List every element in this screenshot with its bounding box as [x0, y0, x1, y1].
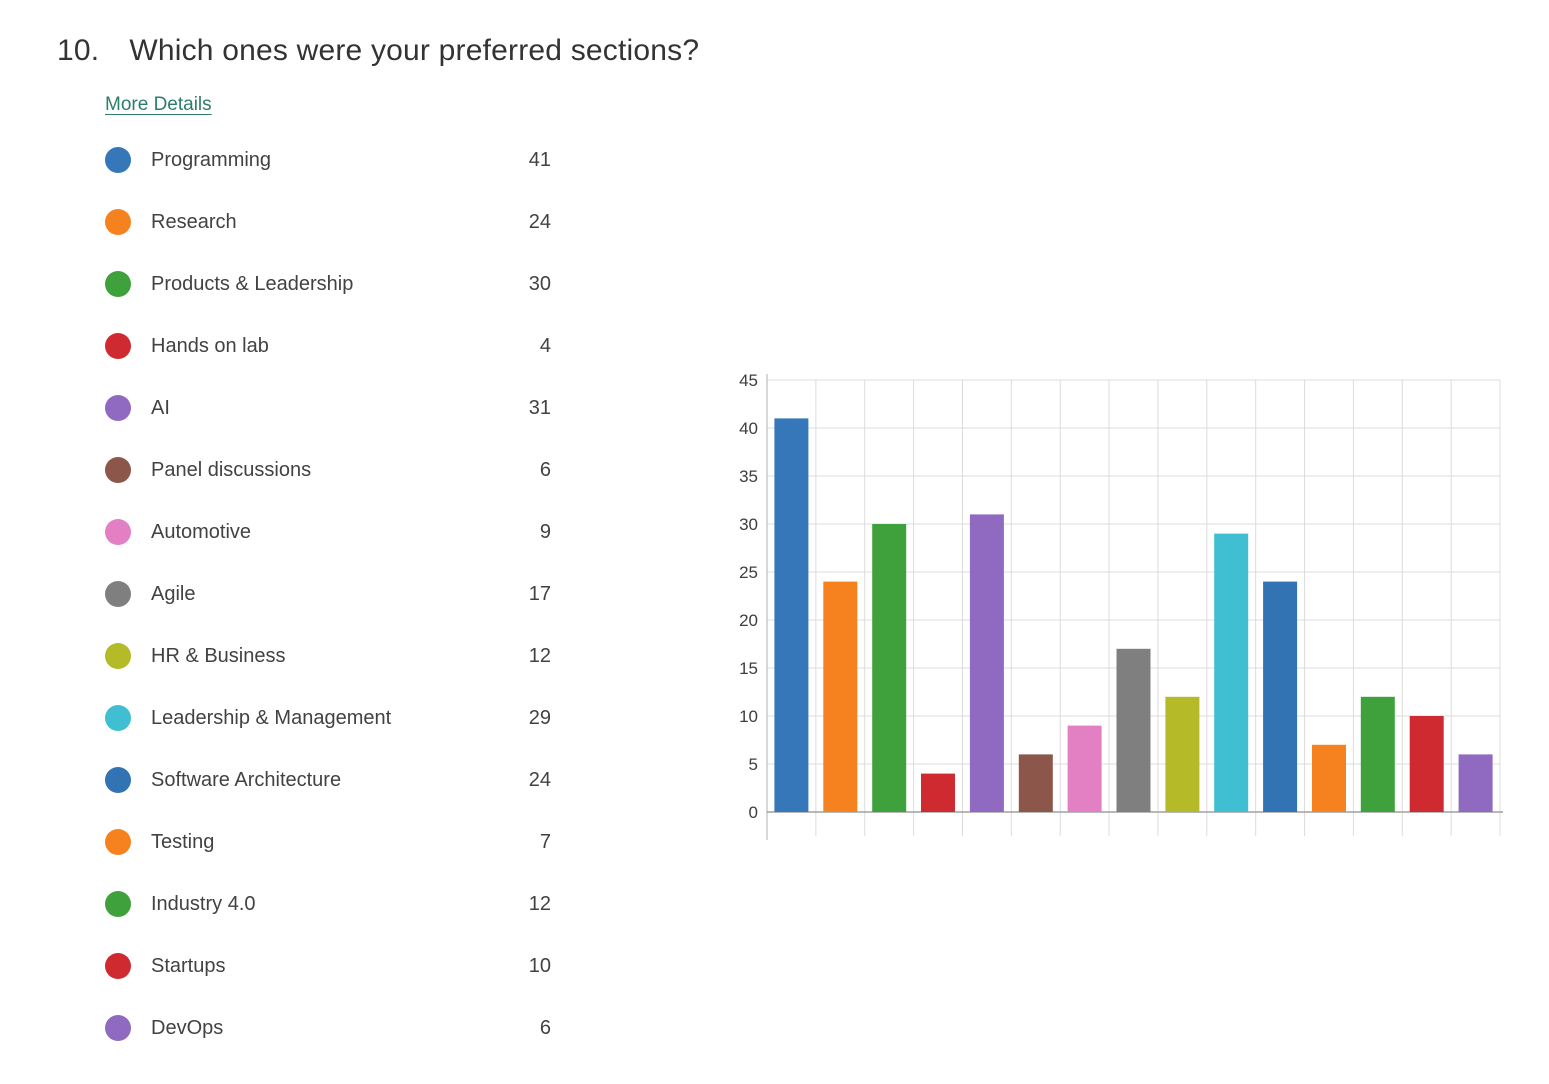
- legend-row: Products & Leadership 30: [105, 253, 551, 315]
- legend-item-label: Automotive: [151, 520, 252, 543]
- legend-row: Panel discussions 6: [105, 439, 551, 501]
- legend-item-label: Agile: [151, 582, 196, 605]
- legend-item-value: 41: [528, 148, 551, 171]
- legend-item-label: Startups: [151, 954, 226, 977]
- legend-color-dot: [105, 333, 131, 359]
- legend-item-label: Products & Leadership: [151, 272, 354, 295]
- legend-item-label: Leadership & Management: [151, 706, 392, 729]
- y-axis-tick-label: 10: [739, 707, 758, 726]
- legend-list: Programming 41 Research 24 Products & Leader…: [105, 129, 551, 1059]
- legend-item-value: 24: [528, 768, 551, 791]
- bar: [823, 581, 858, 812]
- y-axis-tick-label: 0: [749, 803, 758, 822]
- legend-item-value: 24: [528, 210, 551, 233]
- legend-color-dot: [105, 209, 131, 235]
- legend-item-label: Testing: [151, 830, 215, 853]
- legend-item-value: 4: [539, 334, 551, 357]
- legend-item-label: DevOps: [151, 1016, 224, 1039]
- bar: [872, 524, 907, 812]
- legend-color-dot: [105, 829, 131, 855]
- legend-item-value: 12: [528, 644, 551, 667]
- bar: [1409, 716, 1444, 812]
- y-axis-tick-label: 45: [739, 371, 758, 390]
- legend-color-dot: [105, 395, 131, 421]
- legend-row: Startups 10: [105, 935, 551, 997]
- legend-row: Agile 17: [105, 563, 551, 625]
- legend-row: Research 24: [105, 191, 551, 253]
- legend-item-value: 30: [528, 272, 551, 295]
- legend-item-value: 6: [539, 1016, 551, 1039]
- bar: [1263, 581, 1298, 812]
- legend-item-label: Panel discussions: [151, 458, 312, 481]
- bar-chart: 0 5 10 15 20 25 30 35 40 45: [713, 358, 1513, 858]
- y-axis-tick-label: 5: [749, 755, 758, 774]
- legend-color-dot: [105, 271, 131, 297]
- legend-color-dot: [105, 1015, 131, 1041]
- legend-item-value: 17: [528, 582, 551, 605]
- legend-item-label: Research: [151, 210, 237, 233]
- legend-item-label: HR & Business: [151, 644, 286, 667]
- legend-row: AI 31: [105, 377, 551, 439]
- legend-color-dot: [105, 519, 131, 545]
- legend-color-dot: [105, 457, 131, 483]
- legend-item-value: 12: [528, 892, 551, 915]
- more-details-link[interactable]: More Details: [105, 94, 212, 115]
- y-axis-tick-label: 20: [739, 611, 758, 630]
- legend-color-dot: [105, 147, 131, 173]
- bar: [921, 773, 955, 812]
- legend-item-label: AI: [151, 396, 170, 419]
- bar: [1018, 754, 1053, 812]
- y-axis-tick-label: 30: [739, 515, 758, 534]
- legend-item-value: 10: [528, 954, 551, 977]
- bar: [1116, 648, 1151, 812]
- bar: [1067, 725, 1102, 812]
- legend-item-label: Hands on lab: [151, 334, 269, 357]
- bar: [1165, 696, 1200, 812]
- legend-row: HR & Business 12: [105, 625, 551, 687]
- y-axis-tick-label: 35: [739, 467, 758, 486]
- bar: [1458, 754, 1493, 812]
- legend-row: Automotive 9: [105, 501, 551, 563]
- y-axis-tick-label: 25: [739, 563, 758, 582]
- y-axis-tick-label: 15: [739, 659, 758, 678]
- legend-color-dot: [105, 891, 131, 917]
- bar: [969, 514, 1004, 812]
- legend-row: Industry 4.0 12: [105, 873, 551, 935]
- legend-row: Leadership & Management 29: [105, 687, 551, 749]
- legend-item-label: Programming: [151, 148, 272, 171]
- legend-color-dot: [105, 767, 131, 793]
- legend-item-label: Industry 4.0: [151, 892, 256, 915]
- bar: [1312, 744, 1346, 812]
- legend-item-value: 6: [539, 458, 551, 481]
- legend-row: Testing 7: [105, 811, 551, 873]
- question-title: Which ones were your preferred sections?: [129, 34, 700, 67]
- legend-color-dot: [105, 953, 131, 979]
- legend-row: Software Architecture 24: [105, 749, 551, 811]
- legend-row: Hands on lab 4: [105, 315, 551, 377]
- legend-color-dot: [105, 581, 131, 607]
- bar: [774, 418, 809, 812]
- legend-color-dot: [105, 643, 131, 669]
- legend-item-value: 29: [528, 706, 551, 729]
- legend-color-dot: [105, 705, 131, 731]
- legend-item-label: Software Architecture: [151, 768, 342, 791]
- legend-item-value: 9: [539, 520, 551, 543]
- question-header: 10. Which ones were your preferred secti…: [57, 34, 699, 68]
- bar: [1214, 533, 1249, 812]
- legend-item-value: 31: [528, 396, 551, 419]
- legend-row: Programming 41: [105, 129, 551, 191]
- bar: [1360, 696, 1395, 812]
- legend-item-value: 7: [539, 830, 551, 853]
- question-number: 10.: [57, 34, 100, 67]
- y-axis-tick-label: 40: [739, 419, 758, 438]
- legend-row: DevOps 6: [105, 997, 551, 1059]
